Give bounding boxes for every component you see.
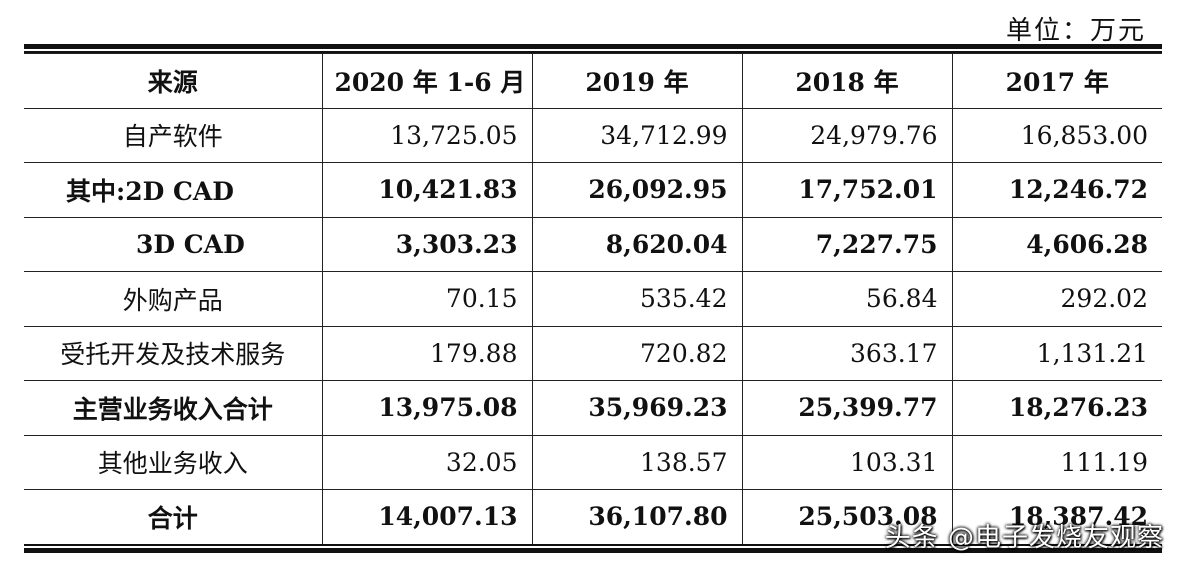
bottom-rule-thin	[24, 544, 1162, 546]
table-row: 自产软件 13,725.05 34,712.99 24,979.76 16,85…	[24, 107, 1162, 163]
header-2017: 2017 年	[951, 53, 1162, 109]
cell-value: 24,979.76	[741, 107, 952, 163]
header-source: 来源	[24, 53, 322, 109]
bottom-rule-thick	[24, 548, 1162, 553]
cell-value: 4,606.28	[951, 216, 1162, 272]
revenue-table: 来源 2020 年 1-6 月 2019 年 2018 年 2017 年 自产软…	[24, 53, 1162, 545]
table-row: 其他业务收入 32.05 138.57 103.31 111.19	[24, 434, 1162, 490]
row-label: 其他业务收入	[24, 434, 322, 490]
cell-value: 179.88	[321, 325, 532, 381]
cell-value: 25,503.08	[741, 489, 952, 545]
cell-value: 26,092.95	[531, 162, 742, 218]
cell-value: 720.82	[531, 325, 742, 381]
unit-label: 单位：万元	[1005, 16, 1146, 46]
table-row: 其中:2D CAD 10,421.83 26,092.95 17,752.01 …	[24, 162, 1162, 218]
row-label: 合计	[24, 489, 322, 545]
cell-value: 13,975.08	[321, 380, 532, 436]
watermark: 头条 @电子发烧友观察	[884, 523, 1164, 553]
cell-value: 363.17	[741, 325, 952, 381]
cell-value: 14,007.13	[321, 489, 532, 545]
cell-value: 10,421.83	[321, 162, 532, 218]
table-row: 受托开发及技术服务 179.88 720.82 363.17 1,131.21	[24, 325, 1162, 381]
top-rule-thin	[24, 51, 1162, 53]
table-row: 合计 14,007.13 36,107.80 25,503.08 18,387.…	[24, 489, 1162, 545]
cell-value: 12,246.72	[951, 162, 1162, 218]
cell-value: 1,131.21	[951, 325, 1162, 381]
table-header-row: 来源 2020 年 1-6 月 2019 年 2018 年 2017 年	[24, 53, 1162, 109]
cell-value: 111.19	[951, 434, 1162, 490]
cell-value: 16,853.00	[951, 107, 1162, 163]
row-label: 外购产品	[24, 271, 322, 327]
header-2018: 2018 年	[741, 53, 952, 109]
row-label: 3D CAD	[24, 216, 322, 272]
cell-value: 35,969.23	[531, 380, 742, 436]
header-2019: 2019 年	[531, 53, 742, 109]
cell-value: 18,276.23	[951, 380, 1162, 436]
top-rule-thick	[24, 44, 1162, 49]
table-row: 主营业务收入合计 13,975.08 35,969.23 25,399.77 1…	[24, 380, 1162, 436]
header-2020h1: 2020 年 1-6 月	[321, 53, 532, 109]
cell-value: 17,752.01	[741, 162, 952, 218]
row-label: 受托开发及技术服务	[24, 325, 322, 381]
row-label: 主营业务收入合计	[24, 380, 322, 436]
cell-value: 56.84	[741, 271, 952, 327]
cell-value: 36,107.80	[531, 489, 742, 545]
cell-value: 103.31	[741, 434, 952, 490]
cell-value: 535.42	[531, 271, 742, 327]
cell-value: 8,620.04	[531, 216, 742, 272]
table-row: 外购产品 70.15 535.42 56.84 292.02	[24, 271, 1162, 327]
cell-value: 18,387.42	[951, 489, 1162, 545]
cell-value: 34,712.99	[531, 107, 742, 163]
cell-value: 7,227.75	[741, 216, 952, 272]
cell-value: 13,725.05	[321, 107, 532, 163]
cell-value: 292.02	[951, 271, 1162, 327]
row-label: 自产软件	[24, 107, 322, 163]
cell-value: 138.57	[531, 434, 742, 490]
cell-value: 32.05	[321, 434, 532, 490]
row-label: 其中:2D CAD	[24, 162, 322, 218]
cell-value: 70.15	[321, 271, 532, 327]
cell-value: 25,399.77	[741, 380, 952, 436]
cell-value: 3,303.23	[321, 216, 532, 272]
table-row: 3D CAD 3,303.23 8,620.04 7,227.75 4,606.…	[24, 216, 1162, 272]
